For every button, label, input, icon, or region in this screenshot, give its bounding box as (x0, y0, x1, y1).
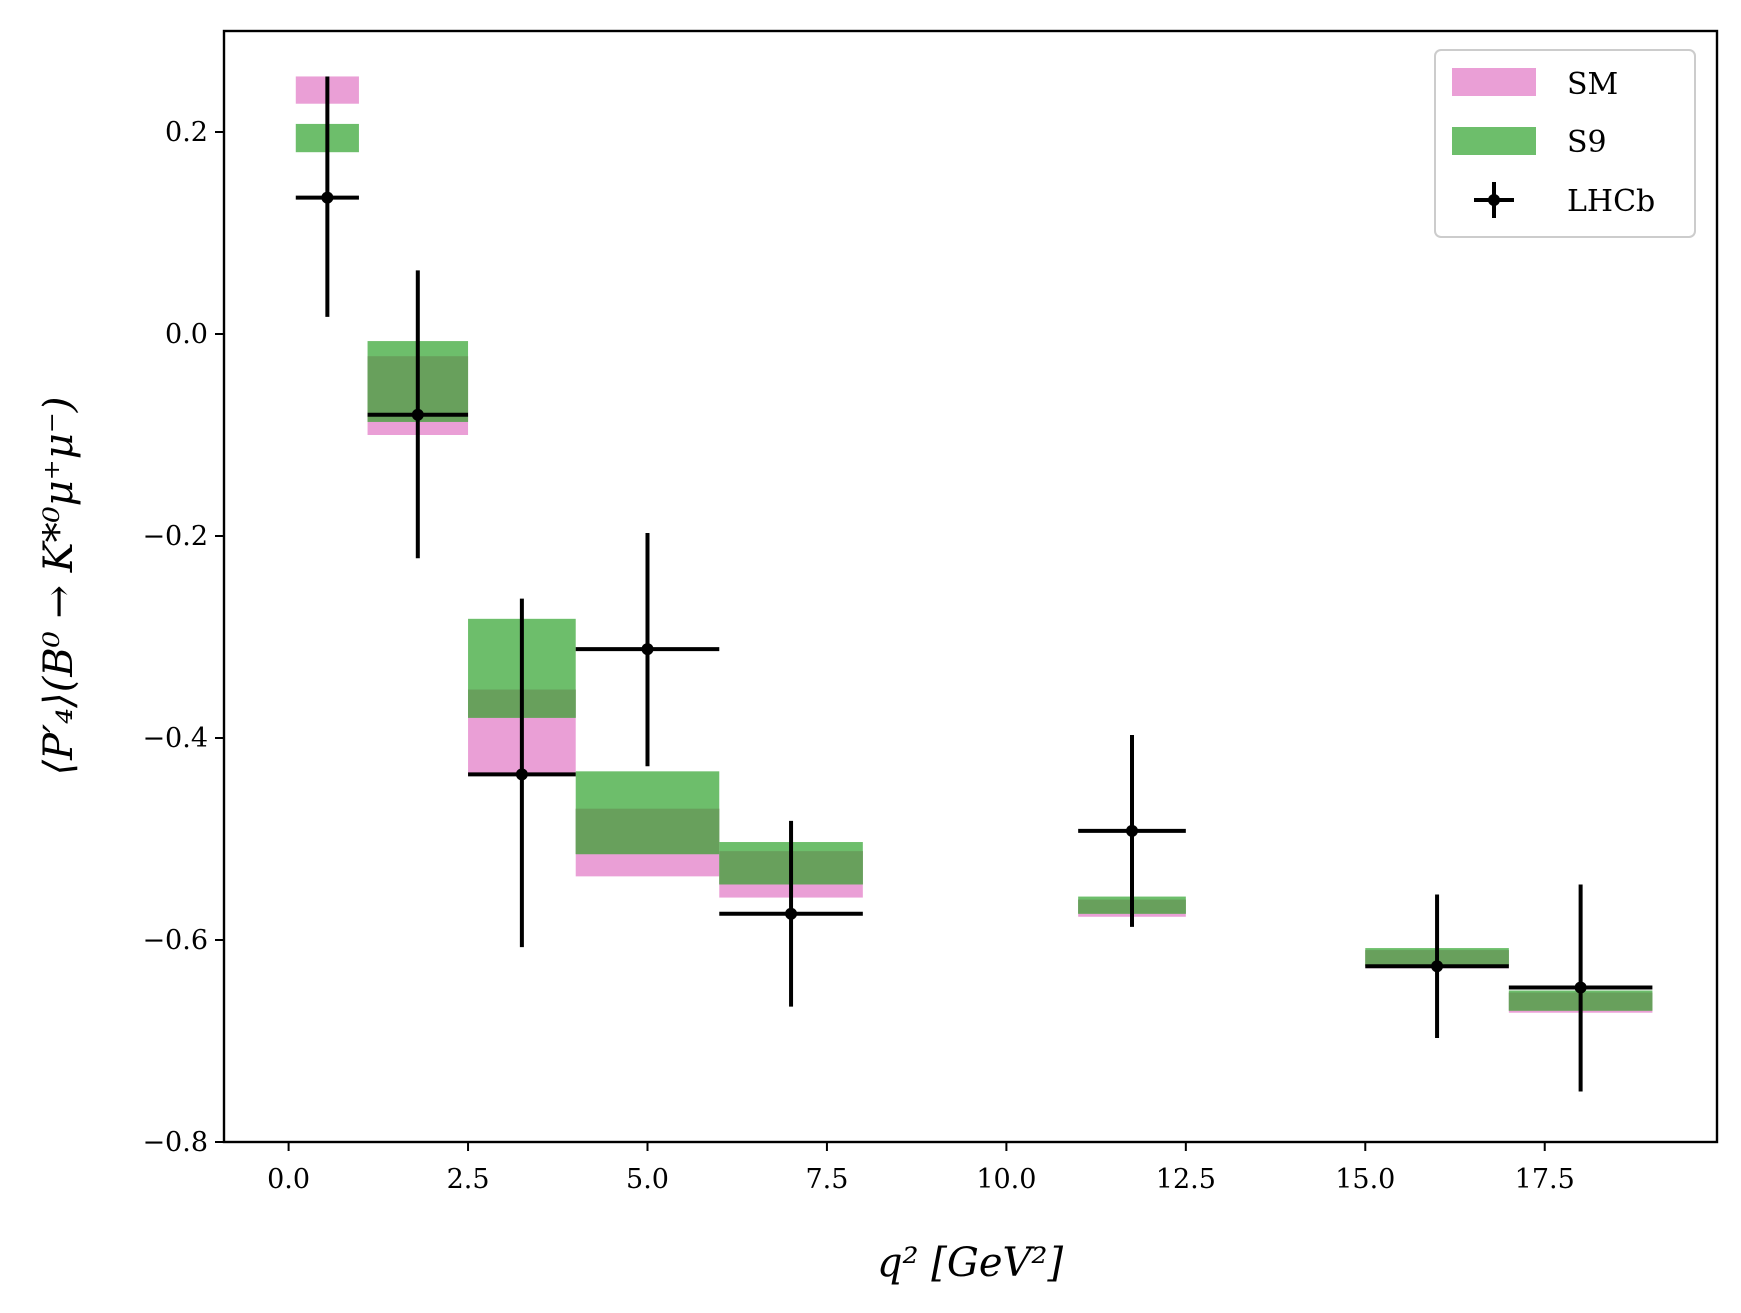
overlap-band-3 (575, 808, 720, 855)
lhcb-point-7 (1508, 884, 1653, 1092)
plot-frame (222, 29, 1719, 1144)
lhcb-marker-0 (321, 191, 334, 204)
x-tick-label-3: 7.5 (805, 1164, 848, 1195)
lhcb-point-1 (367, 270, 469, 559)
lhcb-marker-5 (1126, 824, 1139, 837)
lhcb-marker-2 (515, 768, 528, 781)
y-axis-label: ⟨P′₄⟩(B⁰ → K*⁰μ⁺μ⁻) (36, 397, 82, 776)
legend-swatch-sm (1452, 68, 1536, 96)
y-tick-label-1: −0.6 (142, 925, 208, 956)
lhcb-marker-4 (785, 907, 798, 920)
lhcb-marker-3 (641, 643, 654, 656)
x-axis-ticks: 0.0 2.5 5.0 7.5 10.0 12.5 15.0 17.5 (267, 1142, 1575, 1195)
lhcb-point-6 (1365, 894, 1509, 1038)
y-tick-label-0: −0.8 (142, 1127, 208, 1158)
legend-label-lhcb: LHCb (1567, 184, 1655, 219)
x-tick-label-7: 17.5 (1515, 1164, 1575, 1195)
x-axis-label: q² [GeV²] (877, 1240, 1064, 1286)
y-tick-label-2: −0.4 (142, 723, 208, 754)
legend-label-sm: SM (1567, 67, 1618, 102)
legend: SM S9 LHCb (1434, 49, 1696, 238)
x-tick-label-2: 5.0 (626, 1164, 669, 1195)
lhcb-marker-1 (411, 408, 424, 421)
legend-swatch-s9 (1452, 127, 1536, 155)
y-tick-label-5: 0.2 (165, 117, 208, 148)
legend-marker-lhcb (1474, 182, 1514, 218)
y-axis-ticks: −0.8 −0.6 −0.4 −0.2 0.0 0.2 (142, 117, 224, 1158)
lhcb-point-3 (575, 532, 720, 767)
lhcb-data-points (295, 76, 1653, 1092)
y-tick-label-3: −0.2 (142, 521, 208, 552)
x-tick-label-4: 10.0 (976, 1164, 1036, 1195)
x-tick-label-6: 15.0 (1335, 1164, 1395, 1195)
x-tick-label-0: 0.0 (267, 1164, 310, 1195)
x-tick-label-1: 2.5 (447, 1164, 490, 1195)
lhcb-marker-7 (1574, 981, 1587, 994)
lhcb-point-5 (1078, 734, 1186, 927)
lhcb-point-0 (295, 76, 359, 317)
legend-box (1434, 49, 1696, 238)
y-tick-label-4: 0.0 (165, 319, 208, 350)
legend-label-s9: S9 (1567, 125, 1607, 160)
x-tick-label-5: 12.5 (1156, 1164, 1216, 1195)
lhcb-marker-6 (1431, 960, 1444, 973)
lhcb-point-2 (468, 598, 576, 948)
lhcb-point-4 (719, 820, 863, 1007)
